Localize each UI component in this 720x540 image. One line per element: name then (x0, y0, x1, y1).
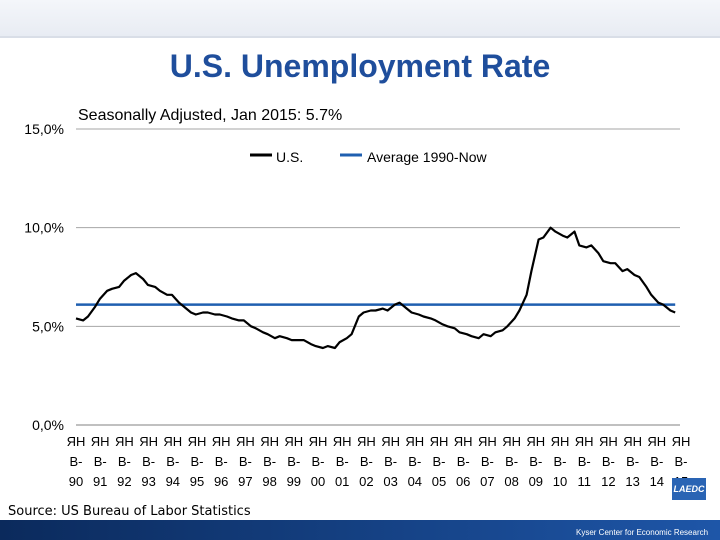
x-tick-label: B- (166, 454, 179, 469)
x-tick-label: ЯН (91, 434, 110, 449)
credit-text: Kyser Center for Economic Research (576, 528, 709, 537)
x-tick-label: 00 (311, 474, 325, 489)
x-tick-label: B- (481, 454, 494, 469)
x-tick-label: 98 (262, 474, 276, 489)
x-tick-label: 04 (408, 474, 422, 489)
x-tick-label: B- (626, 454, 639, 469)
x-tick-label: B- (215, 454, 228, 469)
x-tick-label: ЯН (139, 434, 158, 449)
x-tick-label: ЯН (212, 434, 231, 449)
x-tick-label: 90 (69, 474, 83, 489)
x-tick-label: ЯН (599, 434, 618, 449)
top-banner (0, 0, 720, 36)
x-tick-label: B- (675, 454, 688, 469)
x-tick-label: B- (94, 454, 107, 469)
x-tick-label: ЯН (575, 434, 594, 449)
x-tick-label: ЯН (163, 434, 182, 449)
x-tick-label: 08 (504, 474, 518, 489)
x-tick-label: 91 (93, 474, 107, 489)
y-tick-label: 10,0% (24, 220, 64, 236)
x-tick-label: 14 (650, 474, 664, 489)
legend-label-average: Average 1990-Now (367, 149, 487, 165)
x-tick-label: B- (263, 454, 276, 469)
x-tick-label: B- (578, 454, 591, 469)
chart-subtitle: Seasonally Adjusted, Jan 2015: 5.7% (78, 107, 343, 124)
x-tick-label: 10 (553, 474, 567, 489)
x-tick-label: ЯН (333, 434, 352, 449)
x-tick-label: ЯН (672, 434, 691, 449)
x-tick-label: 97 (238, 474, 252, 489)
x-tick-label: B- (287, 454, 300, 469)
x-tick-label: ЯН (647, 434, 666, 449)
x-tick-label: 01 (335, 474, 349, 489)
x-tick-label: ЯН (454, 434, 473, 449)
source-note: Source: US Bureau of Labor Statistics (8, 504, 251, 519)
x-tick-label: ЯН (188, 434, 207, 449)
x-tick-label: 92 (117, 474, 131, 489)
x-tick-label: B- (360, 454, 373, 469)
x-tick-label: B- (312, 454, 325, 469)
x-tick-label: 11 (577, 474, 591, 489)
x-tick-label: ЯН (551, 434, 570, 449)
x-tick-label: 96 (214, 474, 228, 489)
y-tick-label: 5,0% (32, 318, 64, 334)
x-tick-label: ЯН (381, 434, 400, 449)
x-tick-label: B- (384, 454, 397, 469)
x-tick-label: ЯН (405, 434, 424, 449)
x-tick-label: 07 (480, 474, 494, 489)
x-tick-label: B- (505, 454, 518, 469)
x-tick-label: ЯН (357, 434, 376, 449)
x-tick-label: ЯН (478, 434, 497, 449)
legend-label-us: U.S. (276, 149, 303, 165)
x-tick-label: B- (602, 454, 615, 469)
x-tick-label: B- (529, 454, 542, 469)
x-tick-label: ЯН (623, 434, 642, 449)
x-tick-label: B- (650, 454, 663, 469)
x-tick-label: 93 (141, 474, 155, 489)
x-tick-label: ЯН (284, 434, 303, 449)
x-tick-label: ЯН (236, 434, 255, 449)
x-tick-label: 02 (359, 474, 373, 489)
x-tick-label: ЯН (67, 434, 86, 449)
x-tick-label: B- (433, 454, 446, 469)
x-tick-label: B- (118, 454, 131, 469)
x-tick-label: ЯН (430, 434, 449, 449)
x-tick-label: 12 (601, 474, 615, 489)
x-tick-label: 95 (190, 474, 204, 489)
slide-title: U.S. Unemployment Rate (169, 48, 551, 84)
x-tick-label: ЯН (115, 434, 134, 449)
x-tick-label: 06 (456, 474, 470, 489)
laedc-logo: LAEDC (672, 478, 706, 500)
x-tick-label: 05 (432, 474, 446, 489)
x-tick-label: ЯН (260, 434, 279, 449)
x-tick-label: 99 (287, 474, 301, 489)
x-tick-label: B- (191, 454, 204, 469)
x-tick-label: 09 (529, 474, 543, 489)
x-tick-label: 13 (625, 474, 639, 489)
x-tick-label: ЯН (526, 434, 545, 449)
y-tick-label: 0,0% (32, 417, 64, 433)
us-rate-line (75, 226, 676, 350)
x-tick-label: B- (336, 454, 349, 469)
x-tick-label: B- (239, 454, 252, 469)
x-tick-label: B- (70, 454, 83, 469)
x-tick-label: B- (142, 454, 155, 469)
bottom-banner (0, 520, 720, 540)
x-tick-label: 03 (383, 474, 397, 489)
x-tick-label: B- (554, 454, 567, 469)
x-tick-label: ЯН (309, 434, 328, 449)
x-tick-label: ЯН (502, 434, 521, 449)
x-tick-label: B- (457, 454, 470, 469)
top-divider (0, 36, 720, 38)
x-tick-label: 94 (166, 474, 180, 489)
x-tick-label: B- (408, 454, 421, 469)
y-tick-label: 15,0% (24, 121, 64, 137)
